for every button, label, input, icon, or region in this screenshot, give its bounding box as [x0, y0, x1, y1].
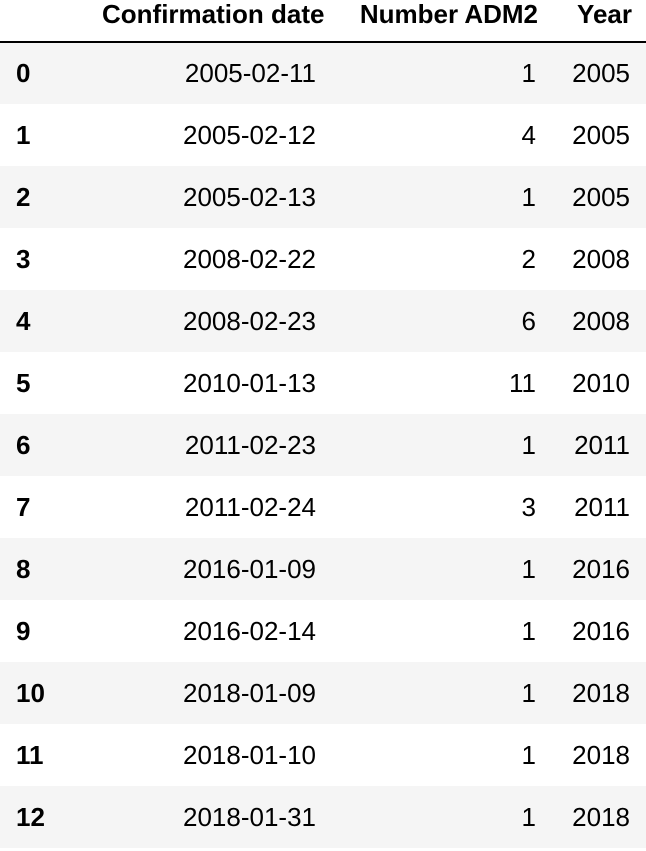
row-index: 6	[16, 429, 31, 460]
row-index: 1	[16, 119, 31, 150]
header-row: Confirmation date Number ADM2 Year	[0, 0, 646, 43]
year-cell: 2016	[572, 553, 630, 584]
number-adm2-cell: 1	[521, 58, 536, 88]
table-row: 11 2018-01-10 1 2018	[0, 724, 646, 786]
number-adm2-cell: 2	[521, 243, 536, 274]
number-adm2-column-header: Number ADM2	[330, 0, 552, 43]
year-cell: 2016	[572, 615, 630, 646]
year-cell: 2008	[572, 243, 630, 274]
confirmation-date-cell: 2010-01-13	[183, 367, 316, 398]
year-cell: 2018	[572, 677, 630, 708]
table-row: 9 2016-02-14 1 2016	[0, 600, 646, 662]
confirmation-date-cell: 2005-02-13	[183, 181, 316, 212]
index-column-header	[0, 0, 102, 43]
year-cell: 2005	[572, 119, 630, 150]
row-index: 9	[16, 615, 31, 646]
year-cell: 2005	[572, 181, 630, 212]
table-row: 5 2010-01-13 11 2010	[0, 352, 646, 414]
year-cell: 2018	[572, 801, 630, 832]
number-adm2-cell: 1	[521, 553, 536, 584]
number-adm2-cell: 3	[521, 491, 536, 522]
year-cell: 2018	[572, 739, 630, 770]
number-adm2-cell: 11	[509, 367, 536, 398]
number-adm2-cell: 1	[521, 615, 536, 646]
table-row: 3 2008-02-22 2 2008	[0, 228, 646, 290]
number-adm2-cell: 1	[521, 429, 536, 460]
table-row: 10 2018-01-09 1 2018	[0, 662, 646, 724]
row-index: 3	[16, 243, 31, 274]
row-index: 4	[16, 305, 31, 336]
number-adm2-cell: 1	[521, 739, 536, 770]
confirmation-date-cell: 2018-01-31	[183, 801, 316, 832]
number-adm2-cell: 1	[521, 181, 536, 212]
table-header: Confirmation date Number ADM2 Year	[0, 0, 646, 43]
confirmation-date-cell: 2008-02-23	[183, 305, 316, 336]
confirmation-date-cell: 2005-02-11	[184, 58, 316, 88]
confirmation-date-column-header: Confirmation date	[102, 0, 330, 43]
table-row: 6 2011-02-23 1 2011	[0, 414, 646, 476]
number-adm2-cell: 1	[521, 801, 536, 832]
table-row: 2 2005-02-13 1 2005	[0, 166, 646, 228]
row-index: 5	[16, 367, 31, 398]
number-adm2-cell: 6	[521, 305, 536, 336]
number-adm2-cell: 1	[521, 677, 536, 708]
confirmation-date-cell: 2018-01-10	[183, 739, 316, 770]
year-cell: 2008	[572, 305, 630, 336]
confirmation-date-cell: 2016-02-14	[183, 615, 316, 646]
row-index: 12	[16, 801, 45, 832]
number-adm2-cell: 4	[521, 119, 536, 150]
row-index: 7	[16, 491, 31, 522]
table-row: 7 2011-02-24 3 2011	[0, 476, 646, 538]
table-row: 0 2005-02-11 1 2005	[0, 42, 646, 104]
row-index: 10	[16, 677, 45, 708]
year-cell: 2010	[572, 367, 630, 398]
year-cell: 2005	[572, 58, 630, 88]
row-index: 0	[16, 58, 31, 88]
confirmation-date-cell: 2011-02-23	[184, 429, 316, 460]
row-index: 8	[16, 553, 31, 584]
table-row: 8 2016-01-09 1 2016	[0, 538, 646, 600]
table-row: 4 2008-02-23 6 2008	[0, 290, 646, 352]
confirmation-date-cell: 2005-02-12	[183, 119, 316, 150]
row-index: 2	[16, 181, 31, 212]
year-cell: 2011	[574, 429, 630, 460]
confirmation-date-cell: 2008-02-22	[183, 243, 316, 274]
year-column-header: Year	[552, 0, 646, 43]
table-row: 1 2005-02-12 4 2005	[0, 104, 646, 166]
confirmation-date-cell: 2018-01-09	[183, 677, 316, 708]
confirmation-date-cell: 2011-02-24	[184, 491, 316, 522]
year-cell: 2011	[574, 491, 630, 522]
table-body: 0 2005-02-11 1 2005 1 2005-02-12 4 2005 …	[0, 42, 646, 848]
row-index: 11	[16, 739, 44, 770]
confirmation-date-cell: 2016-01-09	[183, 553, 316, 584]
table-row: 12 2018-01-31 1 2018	[0, 786, 646, 848]
